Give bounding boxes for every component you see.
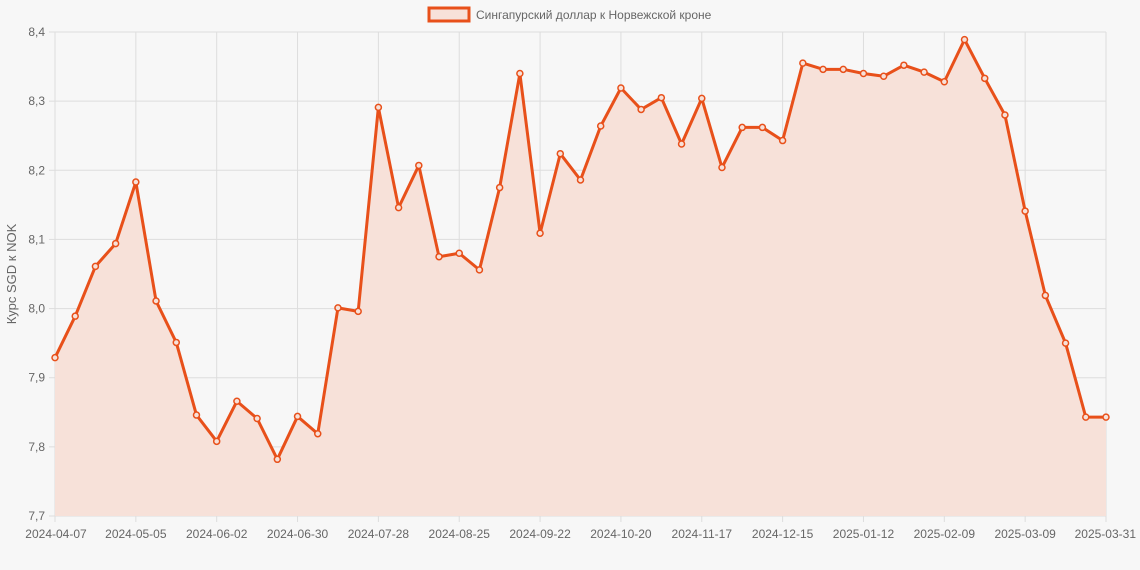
x-tick-label: 2024-09-22	[509, 527, 571, 541]
data-point	[132, 178, 140, 186]
y-axis-ticks: 7,7 7,8 7,9 8,0 8,1 8,2 8,3 8,4	[28, 25, 45, 523]
data-point	[273, 455, 282, 464]
data-point	[879, 72, 888, 80]
data-point	[536, 229, 544, 237]
data-point	[495, 183, 504, 192]
data-point	[637, 105, 645, 114]
data-point	[819, 65, 827, 74]
y-tick-label: 8,4	[28, 25, 45, 39]
data-point	[293, 412, 302, 421]
x-tick-label: 2024-05-05	[105, 527, 167, 541]
data-point	[394, 203, 403, 212]
data-point	[455, 249, 463, 258]
y-axis-title: Курс SGD к NOK	[4, 223, 19, 324]
data-point	[839, 65, 847, 74]
data-point	[900, 61, 908, 69]
x-tick-label: 2024-06-30	[267, 527, 329, 541]
data-point	[516, 69, 524, 78]
data-point	[1061, 339, 1070, 347]
data-point	[758, 123, 767, 132]
y-tick-label: 8,2	[28, 163, 45, 177]
data-point	[617, 84, 625, 92]
data-point	[698, 94, 706, 103]
x-tick-label: 2025-01-12	[833, 527, 895, 541]
legend-label: Сингапурский доллар к Норвежской кроне	[476, 8, 712, 22]
data-point	[51, 353, 59, 362]
y-tick-label: 8,0	[28, 302, 45, 316]
x-tick-label: 2024-10-20	[590, 527, 652, 541]
data-point	[334, 304, 342, 312]
data-point	[920, 68, 928, 76]
data-point	[1001, 111, 1009, 119]
data-point	[212, 437, 221, 446]
data-point	[354, 307, 362, 316]
x-tick-label: 2024-11-17	[672, 527, 733, 541]
y-tick-label: 8,3	[28, 94, 45, 108]
data-point	[576, 176, 585, 184]
data-point	[980, 74, 989, 83]
data-point	[91, 262, 100, 271]
data-point	[172, 338, 181, 347]
legend[interactable]: Сингапурский доллар к Норвежской кроне	[427, 6, 712, 23]
data-point	[253, 414, 261, 423]
x-tick-label: 2024-12-15	[752, 527, 814, 541]
data-point	[152, 297, 160, 305]
data-point	[475, 266, 484, 274]
data-point	[314, 429, 322, 438]
data-point	[960, 35, 969, 44]
data-point	[415, 161, 423, 170]
data-point	[435, 252, 443, 261]
y-tick-label: 7,8	[28, 440, 45, 454]
y-tick-label: 7,7	[28, 509, 45, 523]
data-point	[940, 78, 949, 86]
data-point	[738, 123, 746, 132]
data-point	[233, 397, 241, 405]
legend-swatch	[427, 6, 471, 23]
data-point	[778, 136, 787, 145]
y-tick-label: 8,1	[28, 232, 45, 246]
data-point	[859, 69, 868, 78]
data-point	[1082, 413, 1090, 421]
area-fill	[55, 39, 1106, 517]
x-tick-label: 2024-06-02	[186, 527, 248, 541]
x-axis-ticks: 2024-04-07 2024-05-05 2024-06-02 2024-06-30…	[25, 527, 1136, 541]
data-point	[718, 163, 726, 172]
x-tick-label: 2024-07-28	[348, 527, 410, 541]
x-tick-label: 2024-08-25	[429, 527, 491, 541]
x-tick-label: 2025-03-09	[994, 527, 1056, 541]
data-point	[556, 149, 565, 158]
x-tick-label: 2025-02-09	[914, 527, 976, 541]
data-point	[192, 411, 201, 419]
data-points	[51, 35, 1110, 464]
x-tick-label: 2024-04-07	[25, 527, 87, 541]
data-point	[657, 93, 666, 102]
data-point	[1102, 413, 1110, 421]
data-point	[596, 122, 605, 130]
data-point	[677, 140, 686, 148]
data-point	[799, 59, 807, 67]
y-tick-label: 7,9	[28, 371, 45, 385]
data-point	[71, 312, 79, 320]
data-point	[1041, 291, 1050, 300]
data-point	[374, 103, 383, 112]
area-path	[55, 39, 1106, 517]
data-point	[111, 239, 120, 248]
x-tick-label: 2025-03-31	[1075, 527, 1137, 541]
data-point	[1021, 207, 1029, 215]
